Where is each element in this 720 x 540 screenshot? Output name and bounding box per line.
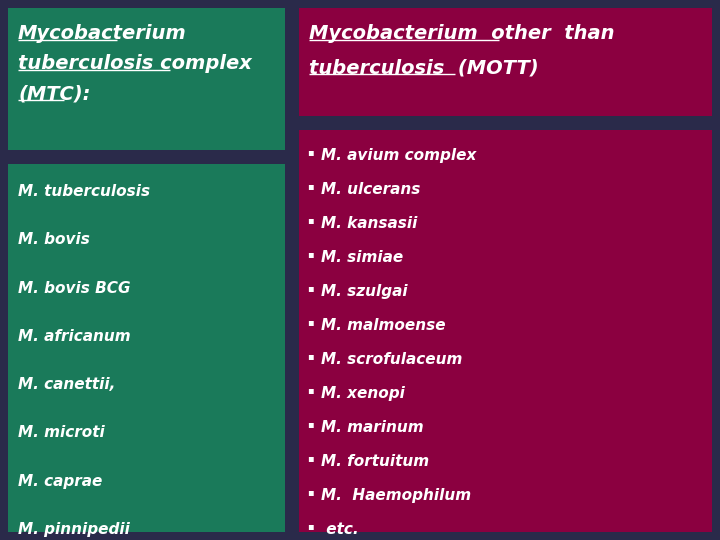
Text: M.  Haemophilum: M. Haemophilum [321,488,471,503]
Text: M. microti: M. microti [18,426,104,441]
Text: ▪: ▪ [307,147,314,157]
Text: ▪: ▪ [307,215,314,225]
Text: M. malmoense: M. malmoense [321,318,446,333]
Text: etc.: etc. [321,522,359,537]
Text: M. tuberculosis: M. tuberculosis [18,184,150,199]
FancyBboxPatch shape [8,8,285,150]
Text: ▪: ▪ [307,487,314,497]
Text: M. africanum: M. africanum [18,329,130,344]
Text: M. bovis: M. bovis [18,232,90,247]
Text: Mycobacterium: Mycobacterium [18,24,186,43]
FancyBboxPatch shape [299,8,712,116]
Text: ▪: ▪ [307,283,314,293]
Text: M. scrofulaceum: M. scrofulaceum [321,352,462,367]
Text: tuberculosis  (MOTT): tuberculosis (MOTT) [309,58,539,77]
Text: ▪: ▪ [307,453,314,463]
FancyBboxPatch shape [8,164,285,532]
Text: ▪: ▪ [307,317,314,327]
Text: M. pinnipedii: M. pinnipedii [18,522,130,537]
Text: M. canettii,: M. canettii, [18,377,115,392]
Text: ▪: ▪ [307,249,314,259]
Text: M. bovis BCG: M. bovis BCG [18,281,130,295]
Text: M. fortuitum: M. fortuitum [321,454,429,469]
Text: M. simiae: M. simiae [321,250,403,265]
Text: M. caprae: M. caprae [18,474,102,489]
Text: M. ulcerans: M. ulcerans [321,182,420,197]
Text: M. szulgai: M. szulgai [321,284,408,299]
Text: (MTC):: (MTC): [18,84,91,103]
Text: M. kansasii: M. kansasii [321,216,418,231]
Text: ▪: ▪ [307,419,314,429]
Text: Mycobacterium  other  than: Mycobacterium other than [309,24,614,43]
Text: ▪: ▪ [307,181,314,191]
Text: M. marinum: M. marinum [321,420,423,435]
FancyBboxPatch shape [299,130,712,532]
Text: ▪: ▪ [307,521,314,531]
Text: tuberculosis complex: tuberculosis complex [18,54,252,73]
Text: ▪: ▪ [307,351,314,361]
Text: ▪: ▪ [307,385,314,395]
Text: M. xenopi: M. xenopi [321,386,405,401]
Text: M. avium complex: M. avium complex [321,148,477,163]
